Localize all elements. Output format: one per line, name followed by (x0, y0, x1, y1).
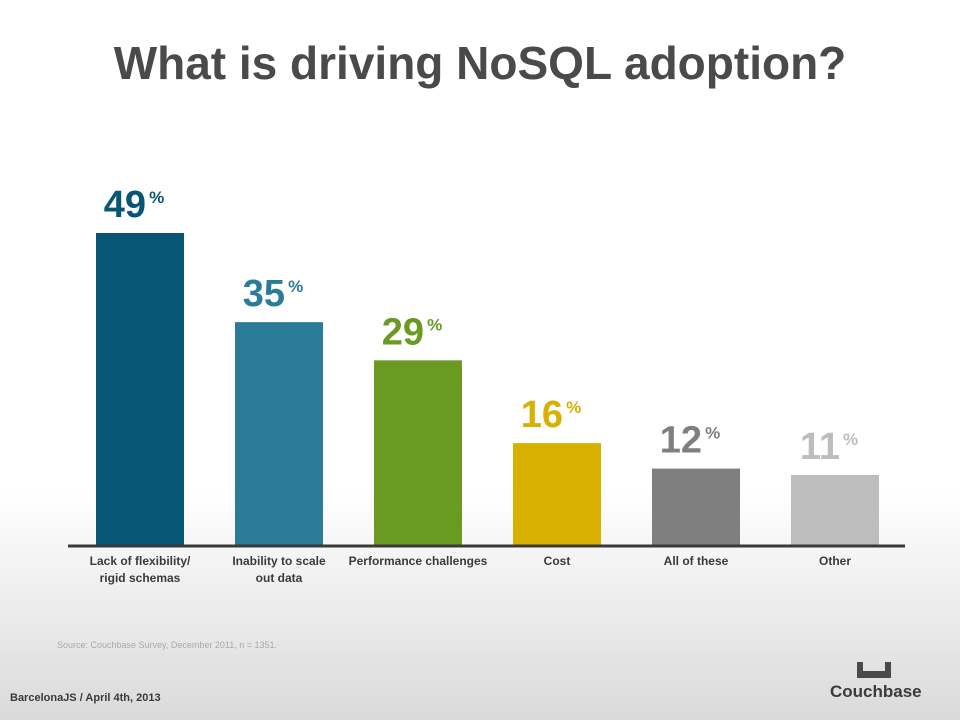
bar-2 (235, 322, 323, 545)
data-label-6: 11% (800, 426, 858, 468)
bar-1 (96, 233, 184, 545)
category-label-6: Other (819, 554, 851, 568)
slide-title: What is driving NoSQL adoption? (113, 37, 847, 89)
data-label-4: 16% (521, 394, 581, 436)
data-label-1: 49% (104, 184, 164, 226)
category-label-1: Lack of flexibility/rigid schemas (90, 554, 191, 585)
category-label-3: Performance challenges (349, 554, 488, 568)
couchbase-logo-icon (857, 662, 891, 678)
data-label-5: 12% (660, 420, 720, 462)
source-note: Source: Couchbase Survey, December 2011,… (57, 640, 278, 650)
logo-text: Couchbase (830, 682, 922, 701)
category-label-4: Cost (544, 554, 571, 568)
category-label-2: Inability to scale out data (232, 554, 326, 585)
bar-4 (513, 443, 601, 545)
bar-3 (374, 360, 462, 545)
category-label-5: All of these (664, 554, 729, 568)
bar-5 (652, 468, 740, 545)
data-label-3: 29% (382, 311, 442, 353)
data-label-2: 35% (243, 273, 303, 315)
bar-6 (791, 474, 879, 545)
footer-event-date: BarcelonaJS / April 4th, 2013 (10, 692, 161, 704)
